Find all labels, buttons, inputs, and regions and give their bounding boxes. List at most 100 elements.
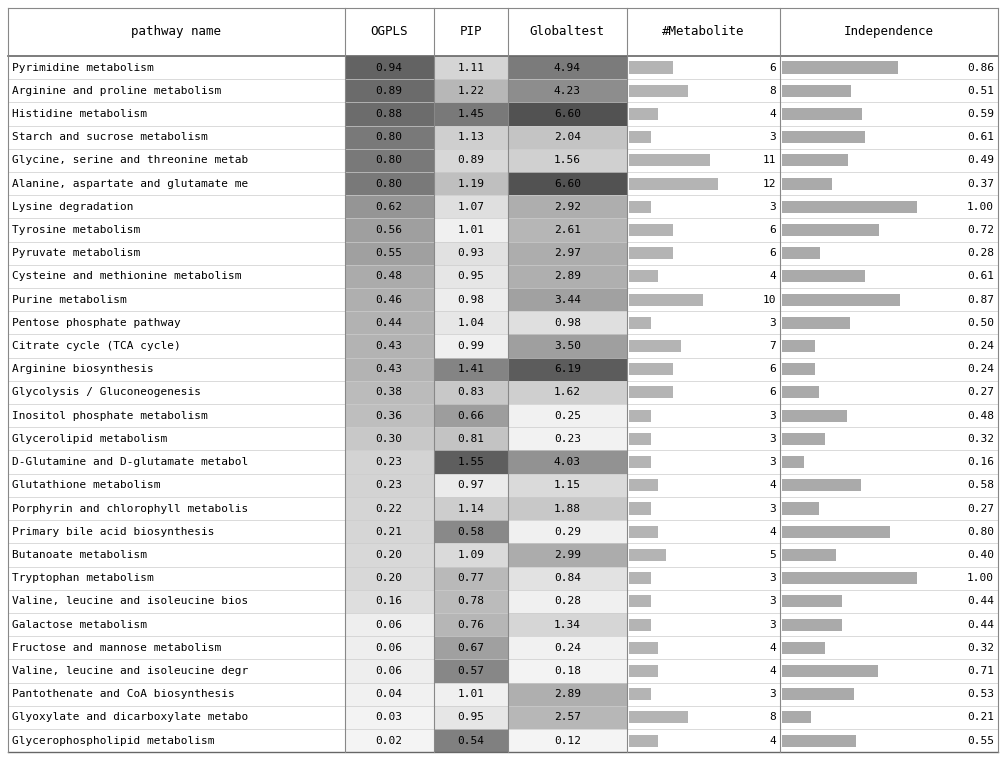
Bar <box>434 427 508 450</box>
Bar <box>434 195 508 218</box>
Text: 4: 4 <box>769 735 776 745</box>
Text: 4.03: 4.03 <box>554 457 581 467</box>
Bar <box>508 241 627 265</box>
Bar <box>508 613 627 636</box>
Bar <box>780 358 998 381</box>
Text: Pyrimidine metabolism: Pyrimidine metabolism <box>12 63 154 73</box>
Text: 0.51: 0.51 <box>967 86 994 96</box>
Bar <box>345 660 434 683</box>
Bar <box>434 358 508 381</box>
Bar <box>434 404 508 427</box>
Bar <box>508 172 627 195</box>
Text: 0.25: 0.25 <box>554 411 581 421</box>
Bar <box>629 386 673 398</box>
Text: pathway name: pathway name <box>131 25 221 38</box>
Bar <box>345 636 434 660</box>
Text: 2.92: 2.92 <box>554 201 581 211</box>
Bar <box>508 358 627 381</box>
Text: 1.07: 1.07 <box>457 201 484 211</box>
Text: 3: 3 <box>769 411 776 421</box>
Text: 3: 3 <box>769 503 776 513</box>
Text: Butanoate metabolism: Butanoate metabolism <box>12 550 147 560</box>
Text: Galactose metabolism: Galactose metabolism <box>12 620 147 630</box>
Bar <box>345 520 434 543</box>
Text: 0.53: 0.53 <box>967 689 994 699</box>
Bar <box>434 149 508 172</box>
Bar <box>782 131 865 143</box>
Bar <box>345 265 434 288</box>
Bar <box>434 311 508 335</box>
Bar <box>434 660 508 683</box>
Text: 0.16: 0.16 <box>967 457 994 467</box>
Bar <box>8 218 345 241</box>
Bar <box>508 218 627 241</box>
Bar <box>8 636 345 660</box>
Bar <box>8 497 345 520</box>
Text: 0.04: 0.04 <box>376 689 403 699</box>
Text: Fructose and mannose metabolism: Fructose and mannose metabolism <box>12 643 221 653</box>
Bar <box>345 450 434 473</box>
Text: 0.80: 0.80 <box>967 527 994 537</box>
Text: 0.57: 0.57 <box>457 666 484 676</box>
Text: 0.98: 0.98 <box>554 318 581 328</box>
Bar <box>345 172 434 195</box>
Text: 3: 3 <box>769 318 776 328</box>
Bar <box>782 688 854 700</box>
Text: 0.02: 0.02 <box>376 735 403 745</box>
Text: 0.93: 0.93 <box>457 248 484 258</box>
Text: 1.22: 1.22 <box>457 86 484 96</box>
Bar <box>8 8 998 56</box>
Bar <box>782 386 819 398</box>
Bar <box>782 618 842 630</box>
Text: 6: 6 <box>769 388 776 398</box>
Text: 0.94: 0.94 <box>376 63 403 73</box>
Text: 0.76: 0.76 <box>457 620 484 630</box>
Bar <box>629 665 658 677</box>
Bar <box>782 85 851 97</box>
Bar <box>780 705 998 729</box>
Bar <box>8 590 345 613</box>
Bar <box>782 178 832 190</box>
Text: 0.32: 0.32 <box>967 643 994 653</box>
Bar <box>508 56 627 79</box>
Text: #Metabolite: #Metabolite <box>662 25 745 38</box>
Text: 1.45: 1.45 <box>457 109 484 119</box>
Bar <box>629 618 651 630</box>
Bar <box>782 456 804 468</box>
Bar <box>8 288 345 311</box>
Text: 4.23: 4.23 <box>554 86 581 96</box>
Bar <box>508 450 627 473</box>
Text: 0.56: 0.56 <box>376 225 403 235</box>
Bar <box>629 317 651 329</box>
Bar <box>434 683 508 705</box>
Bar <box>782 433 825 445</box>
Text: Alanine, aspartate and glutamate me: Alanine, aspartate and glutamate me <box>12 178 248 188</box>
Bar <box>780 218 998 241</box>
Bar <box>508 126 627 149</box>
Bar <box>629 61 673 74</box>
Text: 0.61: 0.61 <box>967 133 994 142</box>
Text: 1.01: 1.01 <box>457 225 484 235</box>
Text: 0.16: 0.16 <box>376 597 403 607</box>
Bar <box>508 288 627 311</box>
Text: 0.23: 0.23 <box>376 457 403 467</box>
Text: 1.62: 1.62 <box>554 388 581 398</box>
Text: 0.44: 0.44 <box>967 620 994 630</box>
Text: PIP: PIP <box>460 25 482 38</box>
Bar <box>627 56 780 79</box>
Bar <box>345 103 434 126</box>
Bar <box>434 172 508 195</box>
Text: 0.81: 0.81 <box>457 434 484 444</box>
Text: 0.58: 0.58 <box>967 480 994 490</box>
Bar <box>508 567 627 590</box>
Text: 6: 6 <box>769 365 776 375</box>
Text: 2.04: 2.04 <box>554 133 581 142</box>
Text: Glyoxylate and dicarboxylate metabo: Glyoxylate and dicarboxylate metabo <box>12 712 248 722</box>
Bar <box>508 79 627 103</box>
Bar <box>8 79 345 103</box>
Text: 0.49: 0.49 <box>967 155 994 165</box>
Text: 5: 5 <box>769 550 776 560</box>
Bar <box>8 358 345 381</box>
Text: 4: 4 <box>769 480 776 490</box>
Text: 0.06: 0.06 <box>376 666 403 676</box>
